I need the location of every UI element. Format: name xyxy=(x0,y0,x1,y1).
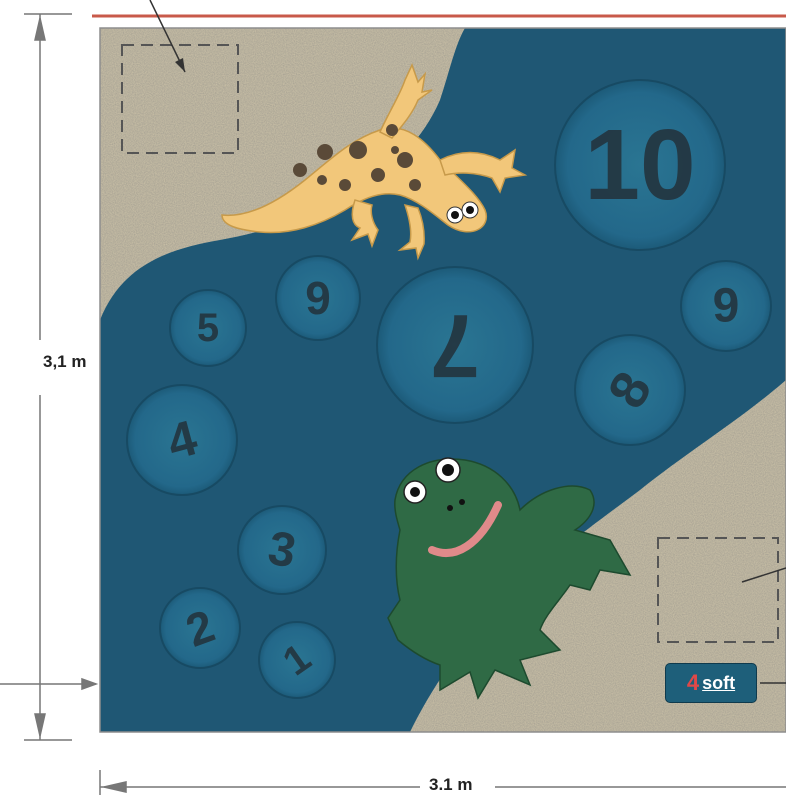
number-circle-4: 4 xyxy=(126,384,238,496)
number-circle-label: 9 xyxy=(713,280,740,333)
height-dimension-line xyxy=(0,13,99,741)
dashed-zone-bottom-right xyxy=(657,537,779,643)
number-circle-10: 10 xyxy=(554,79,726,251)
logo-number: 4 xyxy=(686,670,700,695)
number-circle-2: 2 xyxy=(159,587,241,669)
mat-border xyxy=(99,27,786,733)
number-circle-6: 6 xyxy=(275,255,361,341)
number-circle-9: 9 xyxy=(680,260,772,352)
height-dimension-label: 3,1 m xyxy=(43,352,87,371)
width-dimension-line xyxy=(99,770,786,795)
number-circle-7: 7 xyxy=(376,266,534,424)
number-circle-8: 8 xyxy=(574,334,686,446)
frog-figure xyxy=(387,457,632,700)
number-circle-3: 3 xyxy=(237,505,327,595)
number-circle-1: 1 xyxy=(258,621,336,699)
width-dimension-label: 3.1 m xyxy=(425,775,477,795)
dashed-zone-top-left xyxy=(121,44,239,154)
brand-logo: 4 soft xyxy=(666,664,756,702)
number-circle-5: 5 xyxy=(169,289,247,367)
number-circle-label: 6 xyxy=(305,272,331,324)
number-circle-label: 7 xyxy=(430,295,480,395)
pointer-arrow-right xyxy=(741,567,786,583)
logo-text: soft xyxy=(702,672,736,693)
number-circle-label: 5 xyxy=(197,306,219,350)
lizard-figure xyxy=(221,63,528,261)
number-circle-label: 10 xyxy=(584,109,695,221)
